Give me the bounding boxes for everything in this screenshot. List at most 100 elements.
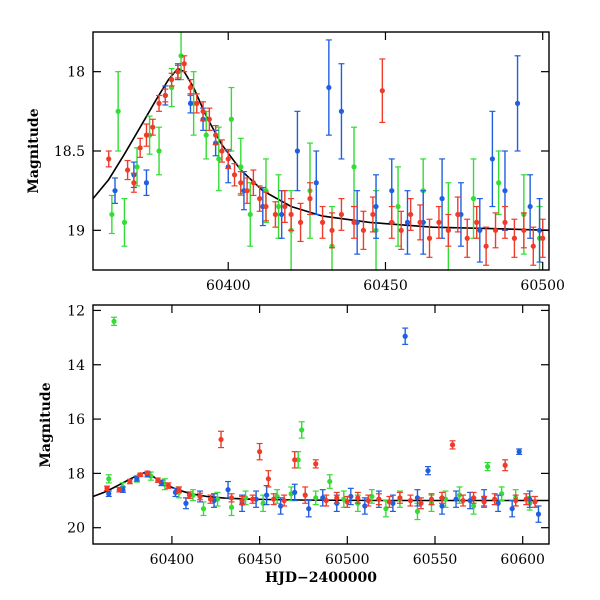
top-blue-data-point xyxy=(404,190,411,255)
top-red-data-point xyxy=(212,125,219,146)
bottom-red-data-point xyxy=(281,494,288,507)
top-green-data-point xyxy=(395,166,402,247)
top-red-data-point xyxy=(156,94,163,112)
top-red-data-point xyxy=(237,171,244,195)
top-blue-data-point xyxy=(112,177,119,204)
bottom-red-data-point xyxy=(502,459,509,472)
bottom-red-data-point xyxy=(417,497,424,510)
bottom-red-data-point xyxy=(186,491,193,499)
bottom-x-tick-label: 60500 xyxy=(325,552,370,568)
bottom-red-data-point xyxy=(137,472,144,478)
bottom-red-data-point xyxy=(460,494,467,507)
top-red-data-point xyxy=(369,196,376,233)
bottom-red-data-point xyxy=(481,495,488,508)
bottom-red-data-point xyxy=(312,459,319,469)
top-red-data-point xyxy=(168,72,175,87)
bottom-red-data-point xyxy=(207,494,214,504)
top-green-data-point xyxy=(470,158,477,239)
top-blue-data-point xyxy=(420,190,427,255)
bottom-red-data-point xyxy=(365,494,372,507)
top-red-data-point xyxy=(360,210,367,250)
bottom-x-tick-label: 60550 xyxy=(413,552,458,568)
top-red-data-point xyxy=(272,201,279,228)
top-red-data-point xyxy=(445,213,452,247)
bottom-x-tick-label: 60600 xyxy=(500,552,545,568)
bottom-green-data-point xyxy=(340,490,347,508)
top-y-axis-label: Magnitude xyxy=(26,108,42,193)
bottom-red-data-point xyxy=(491,493,498,506)
bottom-x-tick-label: 60400 xyxy=(150,552,195,568)
top-red-data-point xyxy=(407,198,414,231)
bottom-blue-data-point xyxy=(133,476,140,482)
bottom-red-data-point xyxy=(228,493,235,503)
top-green-data-point xyxy=(156,126,163,176)
bottom-red-data-point xyxy=(239,495,246,506)
bottom-red-data-point xyxy=(116,486,123,493)
bottom-red-data-point xyxy=(256,442,263,461)
bottom-panel-marks xyxy=(93,316,549,523)
bottom-red-data-point xyxy=(302,486,309,504)
bottom-blue-data-point xyxy=(263,485,270,506)
bottom-y-tick-label: 16 xyxy=(67,412,85,428)
top-green-data-point xyxy=(121,198,128,247)
top-green-data-point xyxy=(351,126,358,208)
top-green-data-point xyxy=(115,71,122,152)
bottom-red-data-point xyxy=(523,493,530,506)
bottom-red-data-point xyxy=(344,495,351,508)
bottom-red-data-point xyxy=(104,485,111,492)
top-red-data-point xyxy=(149,118,156,136)
top-blue-data-point xyxy=(514,55,521,152)
bottom-red-data-point xyxy=(165,482,172,489)
top-blue-data-point xyxy=(536,198,543,263)
top-red-data-point xyxy=(262,191,269,222)
top-y-tick-label: 19 xyxy=(67,223,85,239)
top-red-data-point xyxy=(143,123,150,147)
top-blue-data-point xyxy=(439,158,446,239)
top-blue-data-point xyxy=(338,63,345,160)
top-red-data-point xyxy=(225,148,232,170)
bottom-blue-data-point xyxy=(516,448,523,455)
bottom-green-data-point xyxy=(200,501,207,517)
top-red-data-point xyxy=(483,226,490,266)
top-red-data-point xyxy=(398,210,405,250)
top-blue-data-point xyxy=(354,190,361,255)
bottom-blue-data-point xyxy=(402,327,409,345)
top-red-data-point xyxy=(137,137,144,158)
bottom-blue-data-point xyxy=(225,480,232,499)
top-green-data-point xyxy=(275,174,282,239)
top-red-data-point xyxy=(130,172,137,193)
bottom-red-data-point xyxy=(265,470,272,488)
bottom-blue-data-point xyxy=(347,487,354,506)
bottom-blue-data-point xyxy=(211,493,218,508)
bottom-blue-data-point xyxy=(291,483,298,502)
top-red-data-point xyxy=(124,159,131,181)
bottom-y-axis-label: Magnitude xyxy=(38,382,54,467)
bottom-blue-data-point xyxy=(467,491,474,510)
bottom-green-data-point xyxy=(105,474,112,484)
bottom-y-tick-label: 20 xyxy=(67,521,85,537)
bottom-blue-data-point xyxy=(414,489,421,507)
bottom-red-data-point xyxy=(407,494,414,507)
top-red-data-point xyxy=(464,218,471,258)
top-red-data-point xyxy=(200,101,207,122)
bottom-blue-data-point xyxy=(509,499,516,518)
bottom-red-data-point xyxy=(354,491,361,504)
top-green-data-point xyxy=(215,126,222,192)
bottom-red-data-point xyxy=(449,440,456,450)
top-red-data-point xyxy=(417,204,424,241)
top-red-data-point xyxy=(244,177,251,204)
top-panel: 60400 60450 60500 18 18.5 19 Magnitude xyxy=(26,31,565,294)
bottom-green-data-point xyxy=(260,494,267,513)
top-red-data-point xyxy=(162,88,169,103)
bottom-red-data-point xyxy=(439,491,446,504)
bottom-green-data-point xyxy=(484,461,491,472)
top-red-data-point xyxy=(206,107,213,131)
top-red-data-point xyxy=(297,202,304,243)
top-red-data-point xyxy=(473,205,480,239)
top-red-data-point xyxy=(187,78,194,97)
top-x-tick-label: 60450 xyxy=(363,278,408,294)
top-red-data-point xyxy=(501,205,508,239)
top-red-data-point xyxy=(306,182,313,216)
top-y-tick-label: 18 xyxy=(67,65,85,81)
